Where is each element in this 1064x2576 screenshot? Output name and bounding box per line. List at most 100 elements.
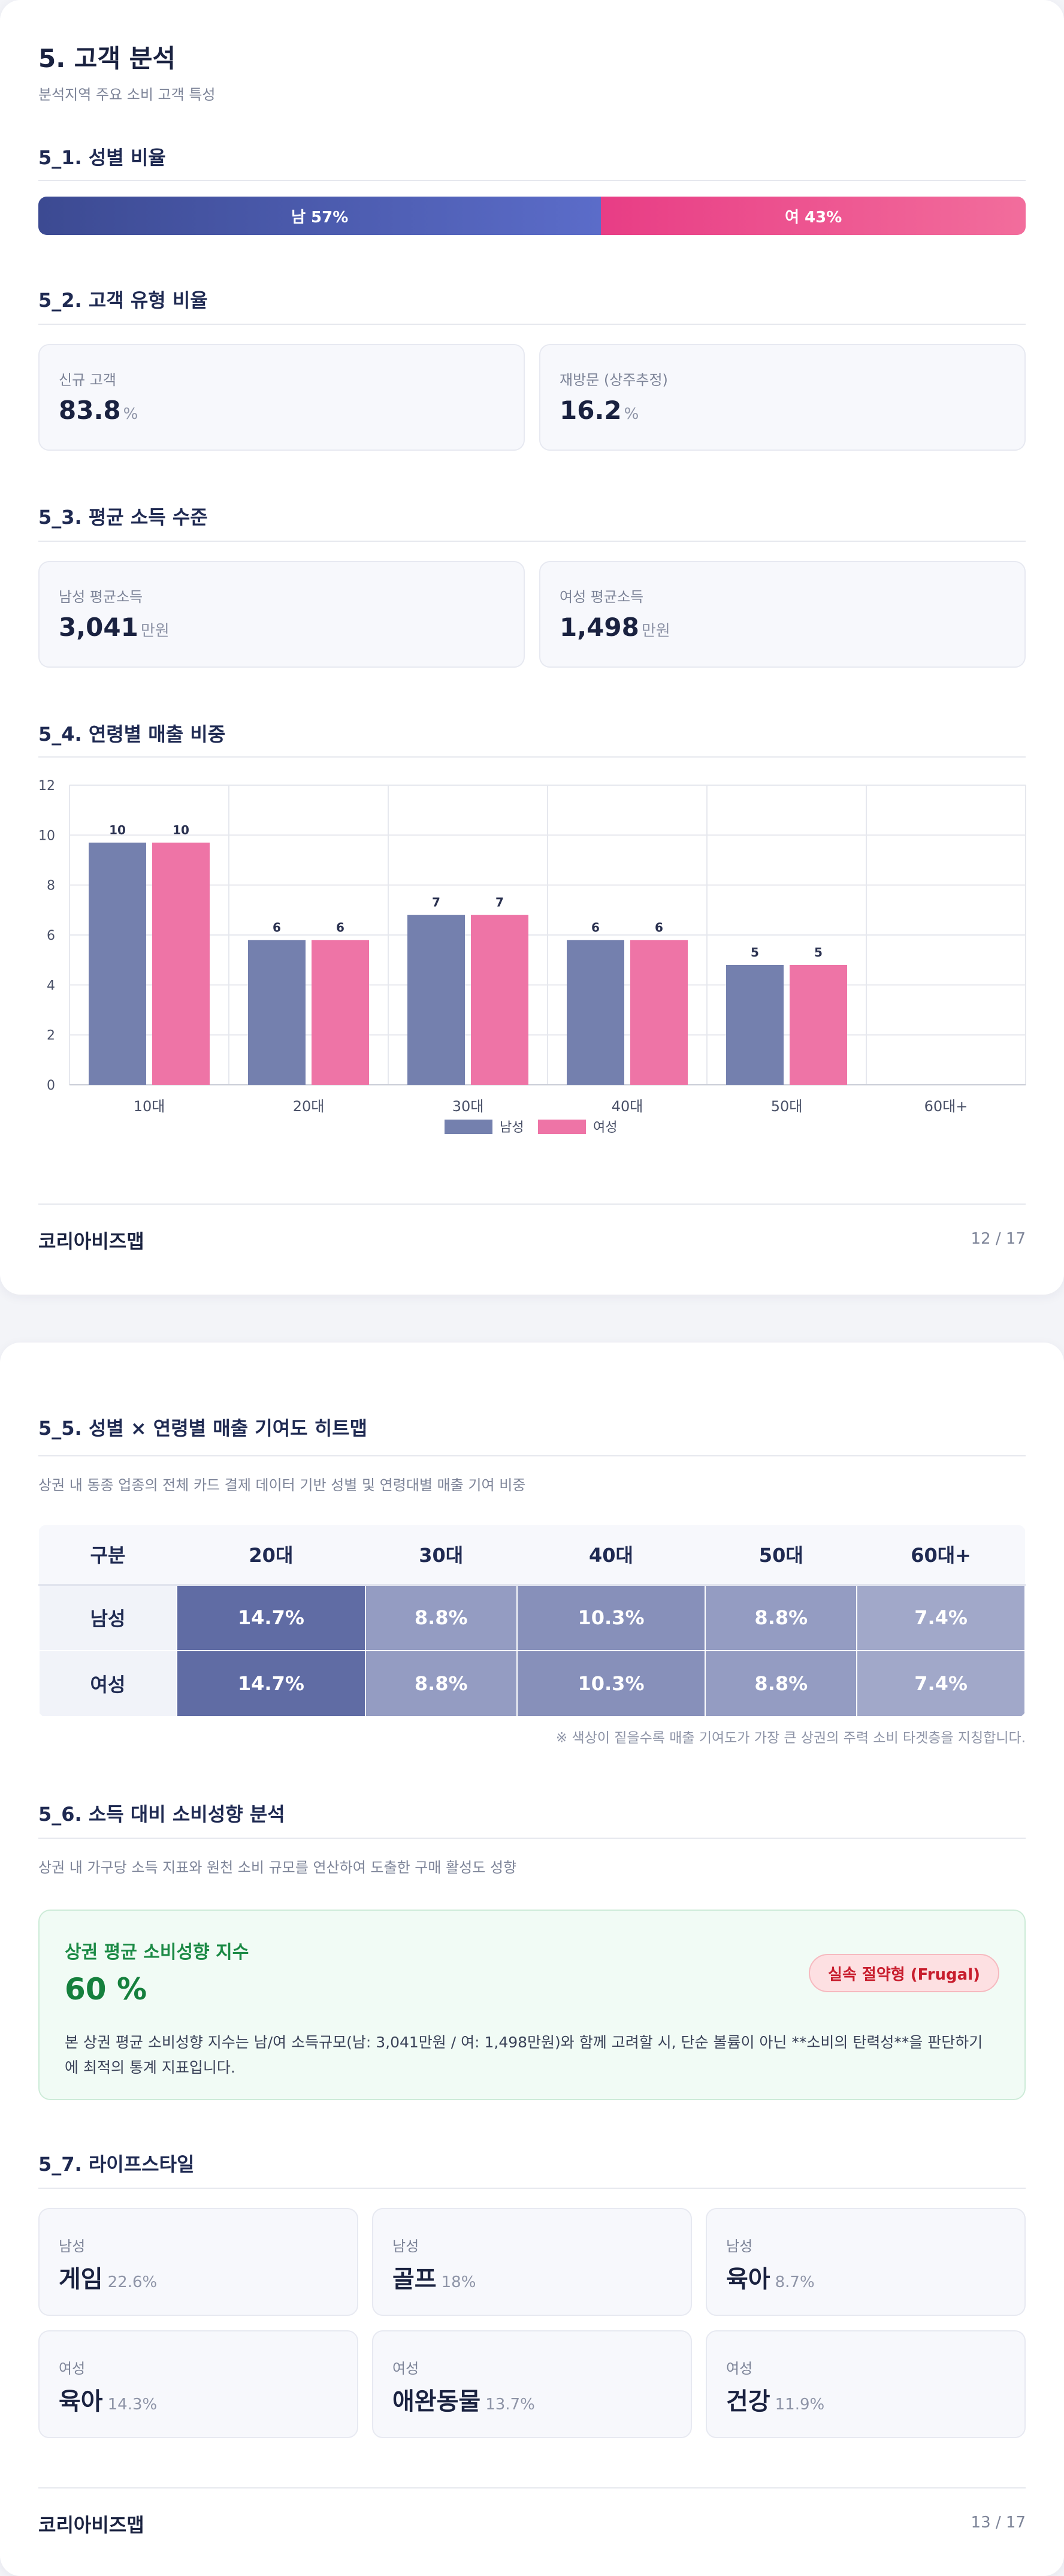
- heatmap-cell: 14.7%: [176, 1650, 366, 1717]
- page-number: 13 / 17: [971, 2514, 1026, 2532]
- bar-male: [248, 940, 306, 1085]
- heatmap-cell: 8.8%: [705, 1650, 858, 1717]
- spending-index-card: 상권 평균 소비성향 지수 60 % 실속 절약형 (Frugal) 본 상권 …: [38, 1910, 1026, 2100]
- heatmap-cell: 10.3%: [516, 1584, 706, 1651]
- gender-ratio-heading: 5_1. 성별 비율: [38, 146, 166, 169]
- table-row: 여성 14.7% 8.8% 10.3% 8.8% 7.4%: [38, 1650, 1026, 1717]
- data-label: 6: [336, 920, 344, 934]
- spending-explanation-line2: 에 최적의 통계 지표입니다.: [65, 2059, 235, 2076]
- column-header: 구분: [39, 1525, 177, 1586]
- row-header: 남성: [38, 1584, 177, 1651]
- female-share-segment: 여 43%: [601, 197, 1026, 235]
- lifestyle-pct: 14.3%: [107, 2396, 158, 2414]
- column-header: 30대: [365, 1525, 517, 1586]
- lifestyle-gender: 남성: [726, 2238, 753, 2255]
- x-tick-label: 10대: [134, 1098, 165, 1115]
- male-income-card: 남성 평균소득 3,041 만원: [38, 561, 525, 668]
- lifestyle-card: 남성 육아 8.7%: [706, 2208, 1026, 2316]
- lifestyle-gender: 남성: [392, 2238, 419, 2255]
- report-page-13: 5_5. 성별 × 연령별 매출 기여도 히트맵 상권 내 동종 업종의 전체 …: [0, 1343, 1064, 2576]
- bar-female: [471, 915, 528, 1085]
- heatmap-cell: 10.3%: [516, 1650, 706, 1717]
- column-header: 60대+: [857, 1525, 1025, 1586]
- heatmap-description: 상권 내 동종 업종의 전체 카드 결제 데이터 기반 성별 및 연령대별 매출…: [38, 1477, 526, 1494]
- legend-swatch: [538, 1120, 586, 1134]
- spending-explanation-line1: 본 상권 평균 소비성향 지수는 남/여 소득규모(남: 3,041만원 / 여…: [65, 2034, 983, 2051]
- divider: [38, 324, 1026, 325]
- legend-label: 여성: [593, 1120, 617, 1135]
- lifestyle-card: 여성 육아 14.3%: [38, 2330, 358, 2438]
- data-label: 6: [273, 920, 281, 934]
- age-sales-chart: 0 2 4 6 8 10 12 10 10 10대 6 6 20대 7 7 30대 6 6 40대 5 5 50대 60대+…: [38, 779, 1026, 1135]
- heatmap-cell: 7.4%: [856, 1650, 1026, 1717]
- card-value: 16.2%: [560, 396, 639, 425]
- divider: [38, 1455, 1026, 1456]
- lifestyle-gender: 여성: [59, 2360, 86, 2377]
- bar-male: [407, 915, 465, 1085]
- data-label: 7: [432, 895, 440, 910]
- lifestyle-card: 여성 건강 11.9%: [706, 2330, 1026, 2438]
- data-label: 6: [655, 920, 663, 934]
- card-value: 3,041 만원: [59, 613, 170, 642]
- x-tick-label: 50대: [771, 1098, 803, 1115]
- card-label: 여성 평균소득: [560, 589, 644, 605]
- heatmap-note: ※ 색상이 짙을수록 매출 기여도가 가장 큰 상권의 주력 소비 타겟층을 지…: [555, 1730, 1026, 1746]
- card-label: 재방문 (상주추정): [560, 372, 668, 388]
- page-subtitle: 분석지역 주요 소비 고객 특성: [38, 86, 216, 103]
- heatmap-cell: 8.8%: [364, 1650, 518, 1717]
- data-label: 5: [751, 945, 759, 960]
- bar-female: [152, 842, 210, 1085]
- heatmap-header-row: 구분 20대 30대 40대 50대 60대+: [39, 1525, 1025, 1586]
- page-title: 5. 고객 분석: [38, 44, 176, 73]
- legend-label: 남성: [500, 1120, 524, 1135]
- column-header: 50대: [705, 1525, 857, 1586]
- lifestyle-card: 여성 애완동물 13.7%: [372, 2330, 692, 2438]
- lifestyle-name: 골프 18%: [392, 2266, 476, 2293]
- lifestyle-gender: 남성: [59, 2238, 86, 2255]
- lifestyle-pct: 8.7%: [775, 2273, 815, 2291]
- bar-female: [790, 965, 847, 1085]
- report-page-12: 5. 고객 분석 분석지역 주요 소비 고객 특성 5_1. 성별 비율 남 5…: [0, 0, 1064, 1295]
- y-tick-label: 4: [47, 978, 55, 993]
- heatmap-cell: 14.7%: [176, 1584, 366, 1651]
- age-sales-heading: 5_4. 연령별 매출 비중: [38, 723, 226, 746]
- heatmap-heading: 5_5. 성별 × 연령별 매출 기여도 히트맵: [38, 1417, 368, 1440]
- divider: [38, 541, 1026, 542]
- spending-heading: 5_6. 소득 대비 소비성향 분석: [38, 1803, 285, 1826]
- gender-age-heatmap: 구분 20대 30대 40대 50대 60대+ 남성 14.7% 8.8% 10…: [38, 1525, 1026, 1717]
- male-share-segment: 남 57%: [38, 197, 601, 235]
- legend-swatch: [445, 1120, 492, 1134]
- data-label: 5: [814, 945, 823, 960]
- data-label: 7: [495, 895, 504, 910]
- lifestyle-name: 애완동물 13.7%: [392, 2388, 535, 2415]
- lifestyle-gender: 여성: [726, 2360, 753, 2377]
- page-number: 12 / 17: [971, 1230, 1026, 1248]
- card-value: 1,498 만원: [560, 613, 670, 642]
- customer-type-heading: 5_2. 고객 유형 비율: [38, 289, 208, 312]
- lifestyle-name: 건강 11.9%: [726, 2388, 825, 2415]
- x-tick-label: 20대: [293, 1098, 325, 1115]
- spending-card-title: 상권 평균 소비성향 지수: [65, 1942, 249, 1963]
- divider: [38, 2188, 1026, 2189]
- gender-ratio-bar: 남 57% 여 43%: [38, 197, 1026, 235]
- lifestyle-heading: 5_7. 라이프스타일: [38, 2153, 195, 2176]
- row-header: 여성: [38, 1650, 177, 1717]
- lifestyle-gender: 여성: [392, 2360, 419, 2377]
- spending-index-value: 60 %: [65, 1972, 147, 2007]
- data-label: 10: [109, 823, 126, 837]
- lifestyle-pct: 13.7%: [485, 2396, 535, 2414]
- female-income-card: 여성 평균소득 1,498 만원: [539, 561, 1026, 668]
- data-label: 10: [173, 823, 189, 837]
- lifestyle-pct: 11.9%: [775, 2396, 825, 2414]
- x-tick-label: 40대: [612, 1098, 643, 1115]
- column-header: 20대: [177, 1525, 365, 1586]
- bar-male: [89, 842, 146, 1085]
- bar-male: [726, 965, 784, 1085]
- card-label: 신규 고객: [59, 372, 116, 388]
- income-heading: 5_3. 평균 소득 수준: [38, 506, 208, 529]
- y-tick-label: 6: [47, 928, 55, 943]
- bar-female: [630, 940, 688, 1085]
- new-customer-card: 신규 고객 83.8%: [38, 344, 525, 451]
- column-header: 40대: [516, 1525, 706, 1586]
- lifestyle-name: 게임 22.6%: [59, 2266, 158, 2293]
